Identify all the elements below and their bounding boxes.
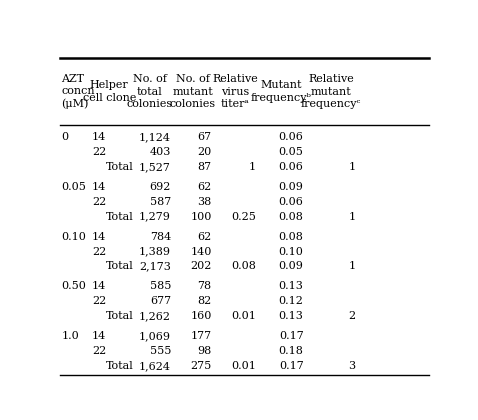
Text: 14: 14: [92, 331, 106, 341]
Text: 140: 140: [190, 247, 212, 257]
Text: 0.18: 0.18: [279, 346, 304, 356]
Text: 1: 1: [249, 162, 256, 172]
Text: 0.25: 0.25: [231, 212, 256, 222]
Text: 22: 22: [92, 197, 106, 207]
Text: 585: 585: [150, 281, 171, 291]
Text: 62: 62: [197, 182, 212, 192]
Text: 0.05: 0.05: [279, 147, 304, 157]
Text: 0.13: 0.13: [279, 311, 304, 321]
Text: Total: Total: [106, 162, 134, 172]
Text: 14: 14: [92, 281, 106, 291]
Text: 22: 22: [92, 297, 106, 306]
Text: 38: 38: [197, 197, 212, 207]
Text: 100: 100: [190, 212, 212, 222]
Text: 2,173: 2,173: [139, 261, 171, 271]
Text: 14: 14: [92, 132, 106, 142]
Text: 1: 1: [348, 212, 355, 222]
Text: 22: 22: [92, 346, 106, 356]
Text: 0.08: 0.08: [279, 212, 304, 222]
Text: 1.0: 1.0: [61, 331, 79, 341]
Text: 0.09: 0.09: [279, 261, 304, 271]
Text: 1,262: 1,262: [139, 311, 171, 321]
Text: 14: 14: [92, 232, 106, 242]
Text: No. of
total
colonies: No. of total colonies: [127, 74, 173, 109]
Text: 0.01: 0.01: [231, 361, 256, 371]
Text: 1,279: 1,279: [139, 212, 171, 222]
Text: 403: 403: [150, 147, 171, 157]
Text: 677: 677: [150, 297, 171, 306]
Text: Total: Total: [106, 311, 134, 321]
Text: 14: 14: [92, 182, 106, 192]
Text: 0.06: 0.06: [279, 132, 304, 142]
Text: 1,624: 1,624: [139, 361, 171, 371]
Text: 587: 587: [150, 197, 171, 207]
Text: 87: 87: [197, 162, 212, 172]
Text: 1: 1: [348, 162, 355, 172]
Text: Total: Total: [106, 261, 134, 271]
Text: 22: 22: [92, 247, 106, 257]
Text: 160: 160: [190, 311, 212, 321]
Text: 0.50: 0.50: [61, 281, 86, 291]
Text: 22: 22: [92, 147, 106, 157]
Text: 0.05: 0.05: [61, 182, 86, 192]
Text: Helper
cell clone: Helper cell clone: [83, 81, 136, 103]
Text: 82: 82: [197, 297, 212, 306]
Text: 1,527: 1,527: [139, 162, 171, 172]
Text: 0: 0: [61, 132, 68, 142]
Text: Mutant
frequencyᵇ: Mutant frequencyᵇ: [250, 81, 312, 103]
Text: 0.06: 0.06: [279, 162, 304, 172]
Text: 2: 2: [348, 311, 355, 321]
Text: 1,069: 1,069: [139, 331, 171, 341]
Text: 0.06: 0.06: [279, 197, 304, 207]
Text: 67: 67: [197, 132, 212, 142]
Text: 692: 692: [150, 182, 171, 192]
Text: Relative
virus
titerᵃ: Relative virus titerᵃ: [212, 74, 258, 109]
Text: 0.12: 0.12: [279, 297, 304, 306]
Text: No. of
mutant
colonies: No. of mutant colonies: [170, 74, 216, 109]
Text: 1,124: 1,124: [139, 132, 171, 142]
Text: 0.08: 0.08: [231, 261, 256, 271]
Text: 0.08: 0.08: [279, 232, 304, 242]
Text: Total: Total: [106, 212, 134, 222]
Text: 0.17: 0.17: [279, 331, 304, 341]
Text: Total: Total: [106, 361, 134, 371]
Text: 20: 20: [197, 147, 212, 157]
Text: AZT
concn
(μM): AZT concn (μM): [61, 74, 95, 109]
Text: 0.17: 0.17: [279, 361, 304, 371]
Text: 555: 555: [150, 346, 171, 356]
Text: 202: 202: [190, 261, 212, 271]
Text: 784: 784: [150, 232, 171, 242]
Text: 0.09: 0.09: [279, 182, 304, 192]
Text: 0.10: 0.10: [279, 247, 304, 257]
Text: 177: 177: [191, 331, 212, 341]
Text: 275: 275: [190, 361, 212, 371]
Text: 98: 98: [197, 346, 212, 356]
Text: 1: 1: [348, 261, 355, 271]
Text: 3: 3: [348, 361, 355, 371]
Text: Relative
mutant
frequencyᶜ: Relative mutant frequencyᶜ: [301, 74, 361, 109]
Text: 0.13: 0.13: [279, 281, 304, 291]
Text: 78: 78: [197, 281, 212, 291]
Text: 1,389: 1,389: [139, 247, 171, 257]
Text: 0.01: 0.01: [231, 311, 256, 321]
Text: 0.10: 0.10: [61, 232, 86, 242]
Text: 62: 62: [197, 232, 212, 242]
